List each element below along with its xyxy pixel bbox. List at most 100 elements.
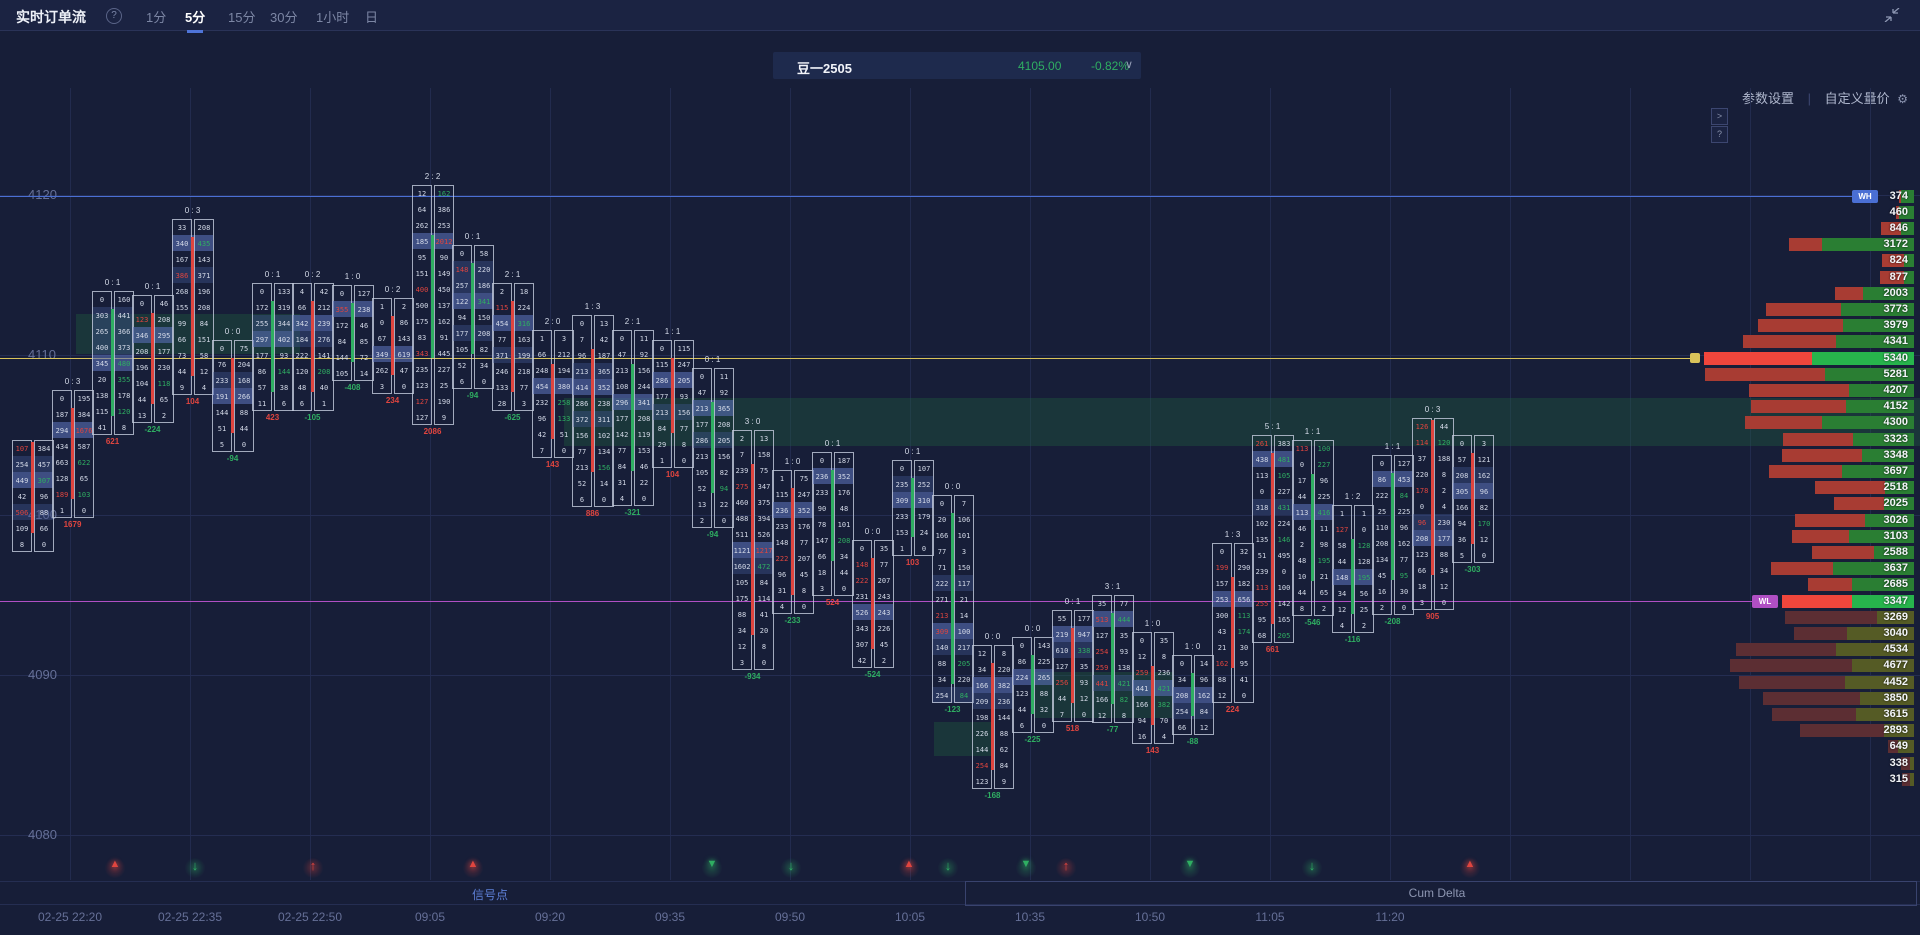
bar-delta-label: 143	[545, 460, 560, 469]
ask-cell: 44	[839, 569, 849, 577]
expand-panel-button[interactable]: >	[1711, 108, 1728, 125]
bid-cell: 127	[415, 398, 429, 406]
bid-cell: 66	[537, 351, 547, 359]
time-axis-label: 10:05	[894, 910, 926, 924]
ask-cell: 21	[959, 596, 969, 604]
bid-cell: 55	[1057, 615, 1067, 623]
bid-cell: 71	[937, 564, 947, 572]
bid-cell: 11	[257, 400, 267, 408]
tab-日[interactable]: 日	[365, 10, 379, 25]
bid-cell: 0	[859, 545, 865, 553]
profile-volume-value: 4534	[1883, 643, 1908, 656]
ask-column: 7 106 101 3 150 117 21 14 100 217 205 220 84	[954, 495, 974, 703]
ask-cell: 384	[37, 445, 51, 453]
bid-cell: 42	[537, 431, 547, 439]
ask-column: 11 92 365 208 205 156 82 94 22 0	[714, 368, 734, 528]
ask-cell: 96	[1479, 488, 1489, 496]
cum-delta-pane[interactable]	[965, 881, 1917, 906]
bid-cell: 127	[1095, 632, 1109, 640]
ask-cell: 100	[1277, 584, 1291, 592]
bid-cell: 105	[455, 346, 469, 354]
bid-cell: 66	[177, 336, 187, 344]
signal-tri-down-icon: ▼	[1179, 858, 1201, 878]
bid-cell: 2	[699, 517, 705, 525]
tab-1小时[interactable]: 1小时	[316, 10, 350, 25]
tab-15分[interactable]: 15分	[228, 10, 256, 25]
panel-help-button[interactable]: ?	[1711, 126, 1728, 143]
bid-cell: 342	[295, 320, 309, 328]
bid-cell: 233	[895, 513, 909, 521]
candle-body-line	[1271, 453, 1274, 624]
chevron-down-icon[interactable]: ∨	[1125, 59, 1134, 71]
ask-cell: 84	[959, 692, 969, 700]
profile-volume-value: 4677	[1883, 659, 1908, 672]
bid-cell: 123	[135, 316, 149, 324]
bid-cell: 303	[95, 312, 109, 320]
chart-toolbar: 参数设置 | 自定义量价 ⚙	[1742, 88, 1908, 107]
ask-cell: 77	[799, 539, 809, 547]
ask-column: 127 453 84 225 96 162 77 95 30 0	[1394, 455, 1414, 615]
ask-cell: 13	[759, 435, 769, 443]
help-icon[interactable]: ?	[106, 8, 122, 24]
candle-body-line	[751, 464, 754, 635]
footprint-cluster: 0 187 294 434 663 128 189 1 195 384 1676 587 622 65 10…	[52, 377, 94, 529]
bid-cell: 31	[777, 587, 787, 595]
signal-tri-up-icon: ▲	[462, 858, 484, 878]
ask-cell: 128	[1357, 558, 1371, 566]
ask-cell: 163	[517, 336, 531, 344]
bid-cell: 372	[575, 416, 589, 424]
candle-body-line	[31, 442, 34, 533]
bid-cell: 239	[1255, 568, 1269, 576]
ask-cell: 182	[1237, 580, 1251, 588]
profile-buy-bar	[1877, 610, 1914, 624]
signal-pane-label[interactable]: 信号点	[471, 888, 508, 902]
ask-column: 77 444 35 93 138 421 82 8	[1114, 595, 1134, 723]
ask-cell: 93	[1119, 648, 1129, 656]
ask-cell: 24	[919, 529, 929, 537]
ask-cell: 4	[1441, 503, 1447, 511]
ask-cell: 75	[239, 345, 249, 353]
bid-cell: 57	[257, 384, 267, 392]
profile-buy-bar	[1884, 497, 1914, 511]
ask-cell: 244	[637, 383, 651, 391]
ask-cell: 11	[1319, 525, 1329, 533]
imbalance-ratio-label: 2 : 2	[424, 172, 441, 181]
ask-cell: 103	[77, 491, 91, 499]
profile-buy-bar	[1910, 756, 1914, 770]
collapse-icon[interactable]	[1884, 7, 1900, 23]
signal-cir-down-icon: ↓	[937, 858, 959, 878]
ask-cell: 75	[759, 467, 769, 475]
ask-cell: 3	[521, 400, 527, 408]
candle-body-line	[111, 309, 114, 416]
custom-volume-price-button[interactable]: 自定义量价	[1824, 91, 1890, 106]
profile-volume-value: 3979	[1883, 319, 1908, 332]
tab-1分[interactable]: 1分	[146, 10, 167, 25]
profile-sell-bar	[1808, 578, 1852, 592]
bid-cell: 460	[735, 499, 749, 507]
ask-column: 143 225 265 88 32 0	[1034, 637, 1054, 733]
ask-cell: 88	[999, 730, 1009, 738]
price-axis-label: 4120	[28, 187, 57, 202]
tab-30分[interactable]: 30分	[270, 10, 298, 25]
bid-cell: 12	[1097, 712, 1107, 720]
tab-5分[interactable]: 5分	[185, 7, 205, 33]
bid-column: 126 114 37 220 178 0 96 208 123 66 18 3	[1412, 418, 1432, 610]
bid-cell: 233	[815, 489, 829, 497]
ask-cell: 65	[1319, 589, 1329, 597]
bid-cell: 454	[495, 320, 509, 328]
profile-buy-bar	[1874, 545, 1914, 559]
bid-cell: 148	[855, 561, 869, 569]
ask-cell: 133	[557, 415, 571, 423]
ask-cell: 93	[279, 352, 289, 360]
bid-cell: 17	[1297, 477, 1307, 485]
bar-delta-label: 524	[825, 598, 840, 607]
footprint-cluster: 113 0 17 44 113 46 2 48 10 44 8 100 227 96 225 416 11 98 1…	[1292, 427, 1334, 627]
symbol-selector[interactable]: 豆一2505 4105.00 -0.82% ∨	[773, 52, 1141, 79]
footprint-cluster: 4 66 342 184 222 120 48 6 42 212 239 276 141 208 40 1 0 …	[292, 270, 334, 422]
bid-cell: 120	[295, 368, 309, 376]
param-settings-button[interactable]: 参数设置	[1741, 91, 1794, 106]
bid-cell: 34	[977, 666, 987, 674]
ask-cell: 2	[1361, 622, 1367, 630]
signal-tri-down-icon: ▼	[701, 858, 723, 878]
gear-icon[interactable]: ⚙	[1897, 92, 1908, 106]
